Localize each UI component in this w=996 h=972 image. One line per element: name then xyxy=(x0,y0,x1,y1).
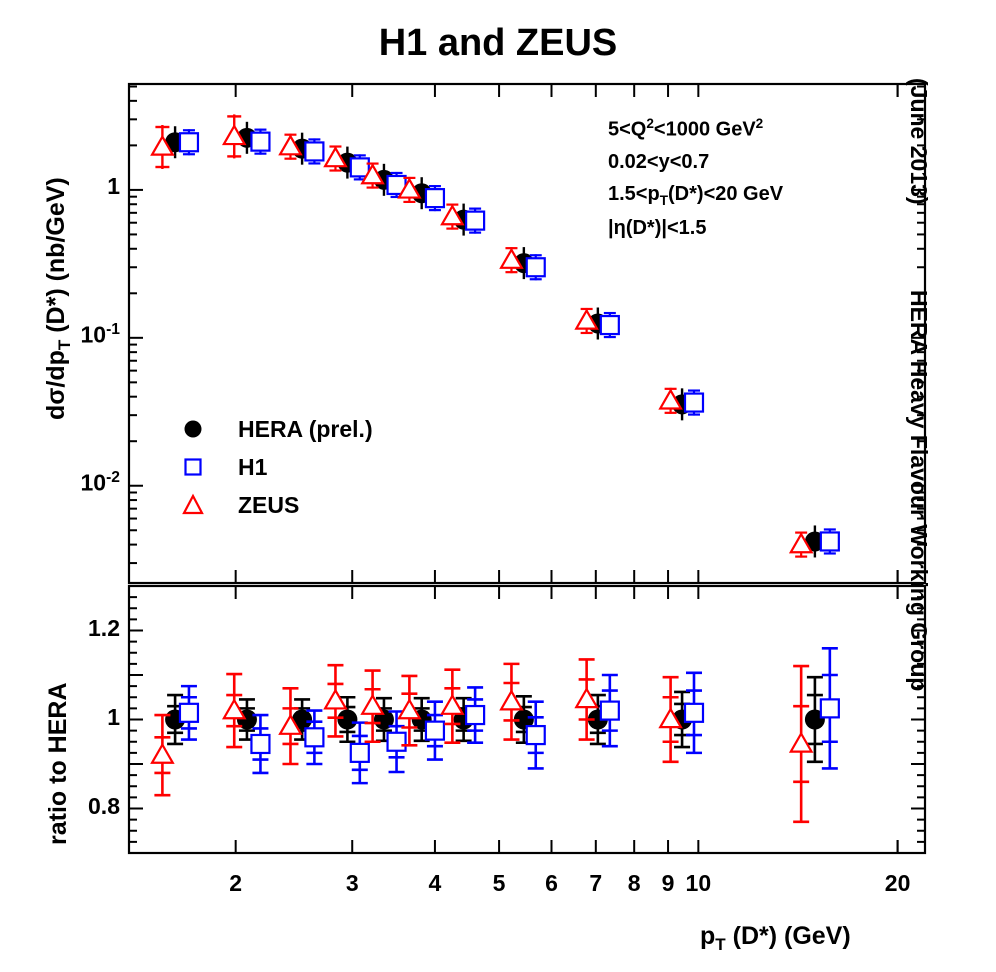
y-ticklabel-top: 1 xyxy=(107,172,120,199)
legend-item-hera[interactable]: HERA (prel.) xyxy=(176,410,373,448)
cuts-block: 5<Q2<1000 GeV2 0.02<y<0.7 1.5<pT(D*)<20 … xyxy=(608,116,783,240)
open-triangle-icon xyxy=(182,493,204,515)
cut-line-2: 0.02<y<0.7 xyxy=(608,151,783,174)
legend-label-zeus: ZEUS xyxy=(238,491,300,518)
x-ticklabel: 5 xyxy=(492,870,506,896)
series-ratio-zeus xyxy=(150,658,814,824)
series-ratio-h1 xyxy=(178,646,840,785)
series-ratio-hera-prel- xyxy=(165,675,825,764)
y-ticklabel-ratio: 1 xyxy=(107,703,120,730)
side-group-label: HERA Heavy Flavour Working Group xyxy=(906,290,932,692)
x-axis-label-p: p xyxy=(700,922,716,950)
cut-1-sup1: 2 xyxy=(646,116,654,131)
filled-circle-icon xyxy=(184,420,202,438)
cut-4-text: |η(D*)|<1.5 xyxy=(608,216,707,239)
y-ticklabel-ratio: 1.2 xyxy=(88,614,120,641)
legend-label-hera: HERA (prel.) xyxy=(238,415,373,442)
x-ticklabel: 9 xyxy=(661,870,675,896)
page-title: H1 and ZEUS xyxy=(378,22,618,64)
cut-line-4: |η(D*)|<1.5 xyxy=(608,217,783,240)
x-axis-label-sub: T xyxy=(715,935,726,954)
cut-1-pre: 5<Q xyxy=(608,118,647,141)
x-ticklabel: 10 xyxy=(685,870,712,896)
x-ticklabel: 20 xyxy=(884,870,911,896)
legend: HERA (prel.) H1 ZEUS xyxy=(176,410,373,524)
cut-1-sup2: 2 xyxy=(755,116,764,131)
cut-line-1: 5<Q2<1000 GeV2 xyxy=(608,116,783,142)
open-square-icon xyxy=(184,458,202,476)
ratio-panel-frame xyxy=(127,584,927,855)
x-ticklabel: 3 xyxy=(345,870,359,896)
cut-3-sub: T xyxy=(659,192,669,208)
cut-3-pre: 1.5<p xyxy=(608,182,660,205)
y-ticklabel-top: 10-2 xyxy=(80,468,121,496)
cut-line-3: 1.5<pT(D*)<20 GeV xyxy=(608,183,783,208)
y-ticklabel-ratio: 0.8 xyxy=(88,792,120,819)
x-ticklabel: 7 xyxy=(589,870,603,896)
x-axis-label-rest: (D*) (GeV) xyxy=(725,922,851,950)
x-ticklabel: 4 xyxy=(428,870,442,896)
y-axis-label-top-a: dσ/dp xyxy=(42,350,70,420)
x-ticklabel: 2 xyxy=(229,870,243,896)
cut-1-mid: <1000 GeV xyxy=(653,118,756,141)
legend-item-zeus[interactable]: ZEUS xyxy=(176,486,373,524)
legend-label-h1: H1 xyxy=(238,453,268,480)
y-axis-label-top: dσ/dpT (D*) (nb/GeV) xyxy=(42,177,75,420)
y-ticklabel-top: 10-1 xyxy=(80,320,121,348)
cut-2-text: 0.02<y<0.7 xyxy=(608,150,710,173)
x-ticklabel: 8 xyxy=(627,870,641,896)
legend-item-h1[interactable]: H1 xyxy=(176,448,373,486)
x-ticklabel: 6 xyxy=(545,870,558,896)
x-axis-label: pT (D*) (GeV) xyxy=(700,922,851,955)
cut-3-mid: (D*)<20 GeV xyxy=(668,182,784,205)
y-axis-label-top-b: (D*) (nb/GeV) xyxy=(42,177,70,340)
